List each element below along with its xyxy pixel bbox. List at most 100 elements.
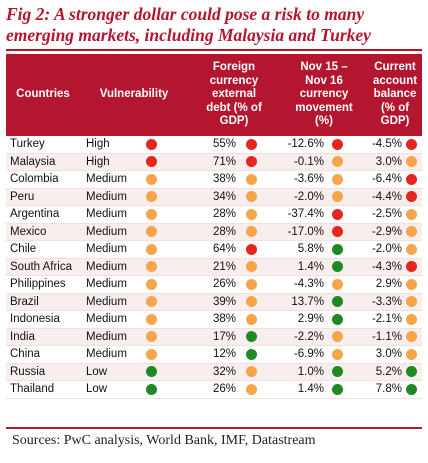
currency-indicator-icon — [332, 383, 343, 395]
debt-indicator-icon — [246, 156, 257, 168]
header-cab-line: account — [372, 74, 418, 87]
current-account-cell: -4.3% — [371, 260, 402, 273]
vulnerability-cell: Medium — [86, 225, 127, 238]
current-account-cell: 3.0% — [375, 155, 402, 168]
header-fx-line: movement — [295, 101, 353, 114]
vulnerability-cell: Medium — [86, 313, 127, 326]
table-row: Russia Low 32% 1.0% 5.2% — [6, 363, 422, 381]
currency-movement-cell: -6.9% — [293, 348, 324, 361]
current-account-indicator-icon — [406, 243, 417, 255]
vulnerability-table: Countries Vulnerability Foreign currency… — [6, 54, 422, 399]
currency-indicator-icon — [332, 138, 343, 150]
current-account-cell: 7.8% — [375, 383, 402, 396]
debt-cell: 17% — [212, 330, 236, 343]
currency-movement-cell: 1.0% — [297, 365, 324, 378]
table-header: Countries Vulnerability Foreign currency… — [6, 54, 422, 136]
currency-indicator-icon — [332, 226, 343, 238]
vulnerability-indicator-icon — [146, 296, 157, 308]
vulnerability-indicator-icon — [146, 138, 157, 150]
vulnerability-indicator-icon — [146, 191, 157, 203]
vulnerability-indicator-icon — [146, 331, 157, 343]
table-row: China Medium 12% -6.9% 3.0% — [6, 346, 422, 364]
debt-indicator-icon — [246, 383, 257, 395]
current-account-cell: 2.9% — [375, 278, 402, 291]
header-fx-line: (%) — [315, 115, 333, 128]
country-cell: China — [10, 348, 41, 361]
vulnerability-cell: Medium — [86, 278, 127, 291]
header-fx-line: Nov 15 – — [300, 61, 348, 74]
vulnerability-cell: Medium — [86, 173, 127, 186]
header-current-account: Current account balance (% of GDP) — [368, 61, 422, 129]
vulnerability-cell: Medium — [86, 243, 127, 256]
vulnerability-cell: Medium — [86, 208, 127, 221]
current-account-indicator-icon — [406, 296, 417, 308]
debt-cell: 38% — [212, 313, 236, 326]
header-debt-line: debt (% of — [206, 101, 262, 114]
current-account-indicator-icon — [406, 313, 417, 325]
debt-indicator-icon — [246, 261, 257, 273]
vulnerability-cell: Medium — [86, 348, 127, 361]
header-cab-line: Current — [374, 61, 416, 74]
country-cell: Mexico — [10, 225, 47, 238]
currency-movement-cell: -3.6% — [293, 173, 324, 186]
table-row: Peru Medium 34% -2.0% -4.4% — [6, 188, 422, 206]
country-cell: Brazil — [10, 295, 39, 308]
currency-movement-cell: -2.2% — [293, 330, 324, 343]
debt-cell: 55% — [212, 138, 236, 151]
header-fx-line: Nov 16 — [305, 74, 343, 87]
debt-indicator-icon — [246, 331, 257, 343]
debt-indicator-icon — [246, 296, 257, 308]
currency-indicator-icon — [332, 331, 343, 343]
currency-indicator-icon — [332, 261, 343, 273]
vulnerability-indicator-icon — [146, 173, 157, 185]
table-row: Argentina Medium 28% -37.4% -2.5% — [6, 206, 422, 224]
header-debt-line: currency — [209, 74, 259, 87]
header-debt-line: GDP) — [219, 115, 249, 128]
vulnerability-cell: Medium — [86, 190, 127, 203]
currency-movement-cell: -0.1% — [293, 155, 324, 168]
debt-indicator-icon — [246, 278, 257, 290]
debt-cell: 38% — [212, 173, 236, 186]
currency-movement-cell: 5.8% — [297, 243, 324, 256]
currency-indicator-icon — [332, 278, 343, 290]
country-cell: Russia — [10, 365, 46, 378]
title-divider — [6, 49, 422, 51]
debt-cell: 32% — [212, 365, 236, 378]
currency-movement-cell: 1.4% — [297, 260, 324, 273]
current-account-cell: -4.5% — [371, 138, 402, 151]
current-account-indicator-icon — [406, 278, 417, 290]
title-line-1: Fig 2: A stronger dollar could pose a ri… — [6, 4, 365, 24]
currency-indicator-icon — [332, 173, 343, 185]
header-fx-line: currency — [299, 88, 349, 101]
country-cell: Philippines — [10, 278, 66, 291]
debt-indicator-icon — [246, 208, 257, 220]
currency-indicator-icon — [332, 296, 343, 308]
vulnerability-indicator-icon — [146, 243, 157, 255]
current-account-cell: 3.0% — [375, 348, 402, 361]
vulnerability-indicator-icon — [146, 226, 157, 238]
vulnerability-cell: High — [86, 138, 110, 151]
currency-movement-cell: 1.4% — [297, 383, 324, 396]
current-account-indicator-icon — [406, 156, 417, 168]
table-row: Chile Medium 64% 5.8% -2.0% — [6, 241, 422, 259]
vulnerability-cell: Low — [86, 383, 108, 396]
header-debt-line: external — [211, 88, 257, 101]
debt-cell: 64% — [212, 243, 236, 256]
sources-divider — [6, 427, 422, 429]
debt-cell: 28% — [212, 225, 236, 238]
currency-movement-cell: -4.3% — [293, 278, 324, 291]
currency-movement-cell: 2.9% — [297, 313, 324, 326]
vulnerability-indicator-icon — [146, 313, 157, 325]
current-account-indicator-icon — [406, 226, 417, 238]
current-account-cell: -1.1% — [371, 330, 402, 343]
table-row: India Medium 17% -2.2% -1.1% — [6, 328, 422, 346]
country-cell: Turkey — [10, 138, 45, 151]
header-cab-line: (% of GDP) — [380, 101, 410, 128]
vulnerability-cell: Medium — [86, 295, 127, 308]
debt-cell: 28% — [212, 208, 236, 221]
country-cell: Colombia — [10, 173, 59, 186]
country-cell: Malaysia — [10, 155, 56, 168]
currency-indicator-icon — [332, 366, 343, 378]
table-row: Colombia Medium 38% -3.6% -6.4% — [6, 171, 422, 189]
currency-indicator-icon — [332, 208, 343, 220]
